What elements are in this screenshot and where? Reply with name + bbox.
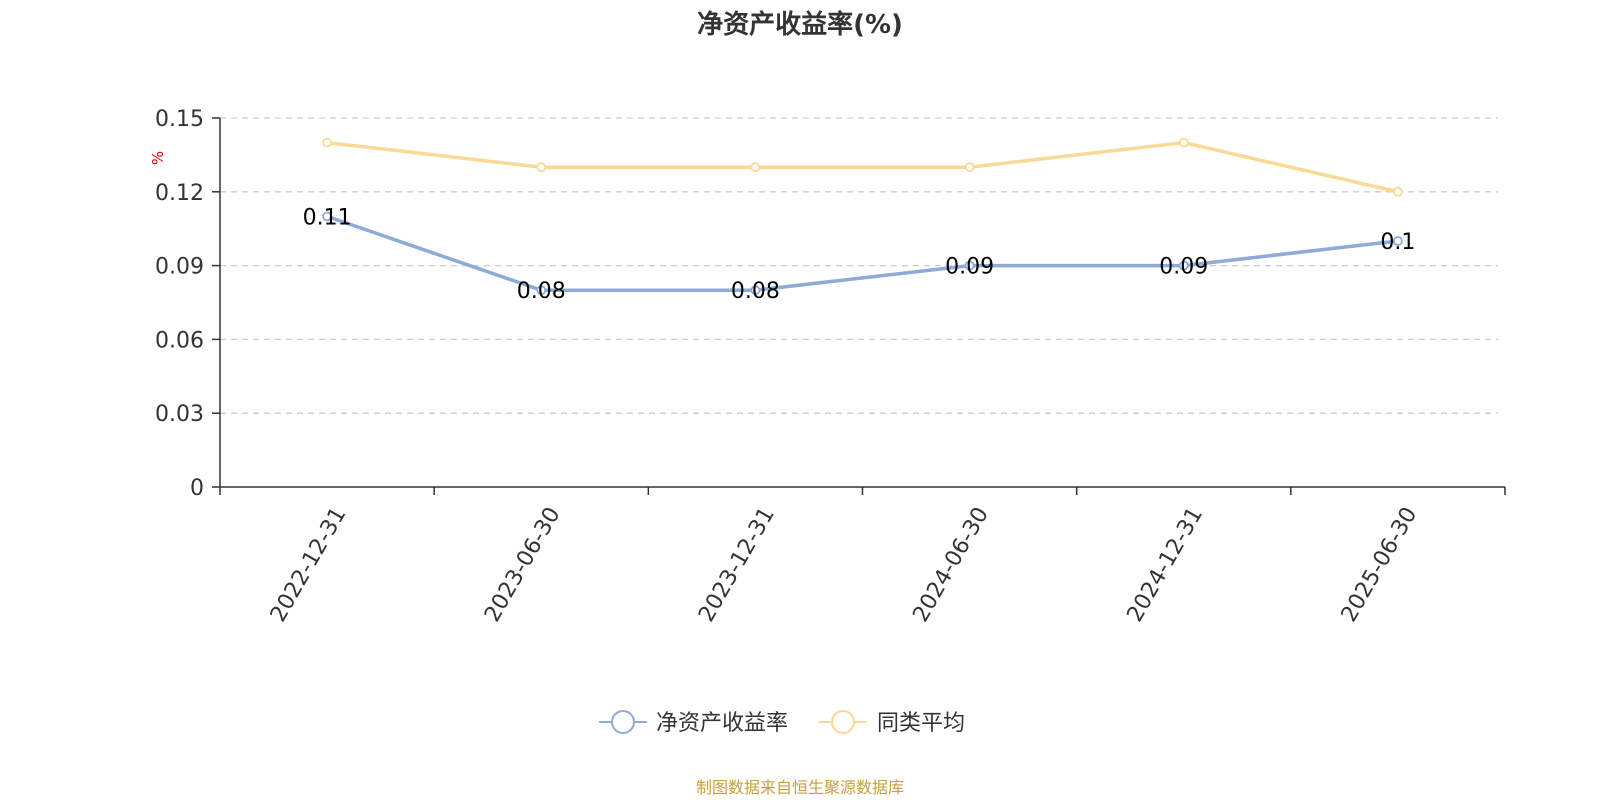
series-layer [322,137,1403,296]
y-tick-label: 0 [190,476,204,501]
series-point[interactable] [964,162,975,173]
y-tick-label: 0.09 [155,255,204,280]
series-point[interactable] [322,211,332,222]
x-tick-label: 2022-12-31 [266,503,352,626]
series-point[interactable] [750,285,761,296]
axes: 0 0.03 0.06 0.09 0.12 0.15 2022-12-31 2023-06-3… [155,107,1506,626]
series-point[interactable] [964,260,975,271]
data-label: 0.08 [731,279,780,304]
data-label: 0.08 [517,279,566,304]
series-line [326,140,1399,194]
data-label: 0.1 [1380,230,1415,255]
series-point[interactable] [750,162,761,173]
series-point[interactable] [322,137,332,148]
legend-marker [611,710,635,734]
legend-marker [831,710,855,734]
data-label: 0.11 [303,205,352,230]
legend-item[interactable]: 净资产收益率 [599,710,788,736]
data-labels: 0.11 0.08 0.08 0.09 0.09 0.1 [303,205,1416,304]
x-tick-label: 2023-06-30 [480,503,566,626]
series-point[interactable] [536,162,547,173]
grid-lines [220,117,1498,414]
series-point[interactable] [1178,137,1189,148]
y-tick-label: 0.15 [155,107,204,132]
legend-item[interactable]: 同类平均 [819,710,965,736]
source-note: 制图数据来自恒生聚源数据库 [696,778,904,797]
y-axis-unit-label: % [149,151,167,165]
legend-label: 净资产收益率 [656,711,788,736]
series-point[interactable] [1178,260,1189,271]
legend[interactable]: 净资产收益率 同类平均 [599,710,965,736]
series-point[interactable] [1393,236,1403,246]
y-tick-label: 0.12 [155,181,204,206]
series-point[interactable] [1393,186,1403,197]
series-point[interactable] [536,285,547,296]
data-label: 0.09 [1159,255,1208,280]
x-tick-label: 2024-12-31 [1123,503,1209,626]
data-label: 0.09 [945,255,994,280]
x-tick-label: 2025-06-30 [1337,503,1423,626]
y-tick-label: 0.03 [155,402,204,427]
chart-title: 净资产收益率(%) [697,9,903,40]
x-tick-label: 2024-06-30 [908,503,994,626]
legend-label: 同类平均 [877,711,965,736]
x-tick-label: 2023-12-31 [694,503,780,626]
series-line [326,214,1399,292]
y-tick-label: 0.06 [155,328,204,353]
